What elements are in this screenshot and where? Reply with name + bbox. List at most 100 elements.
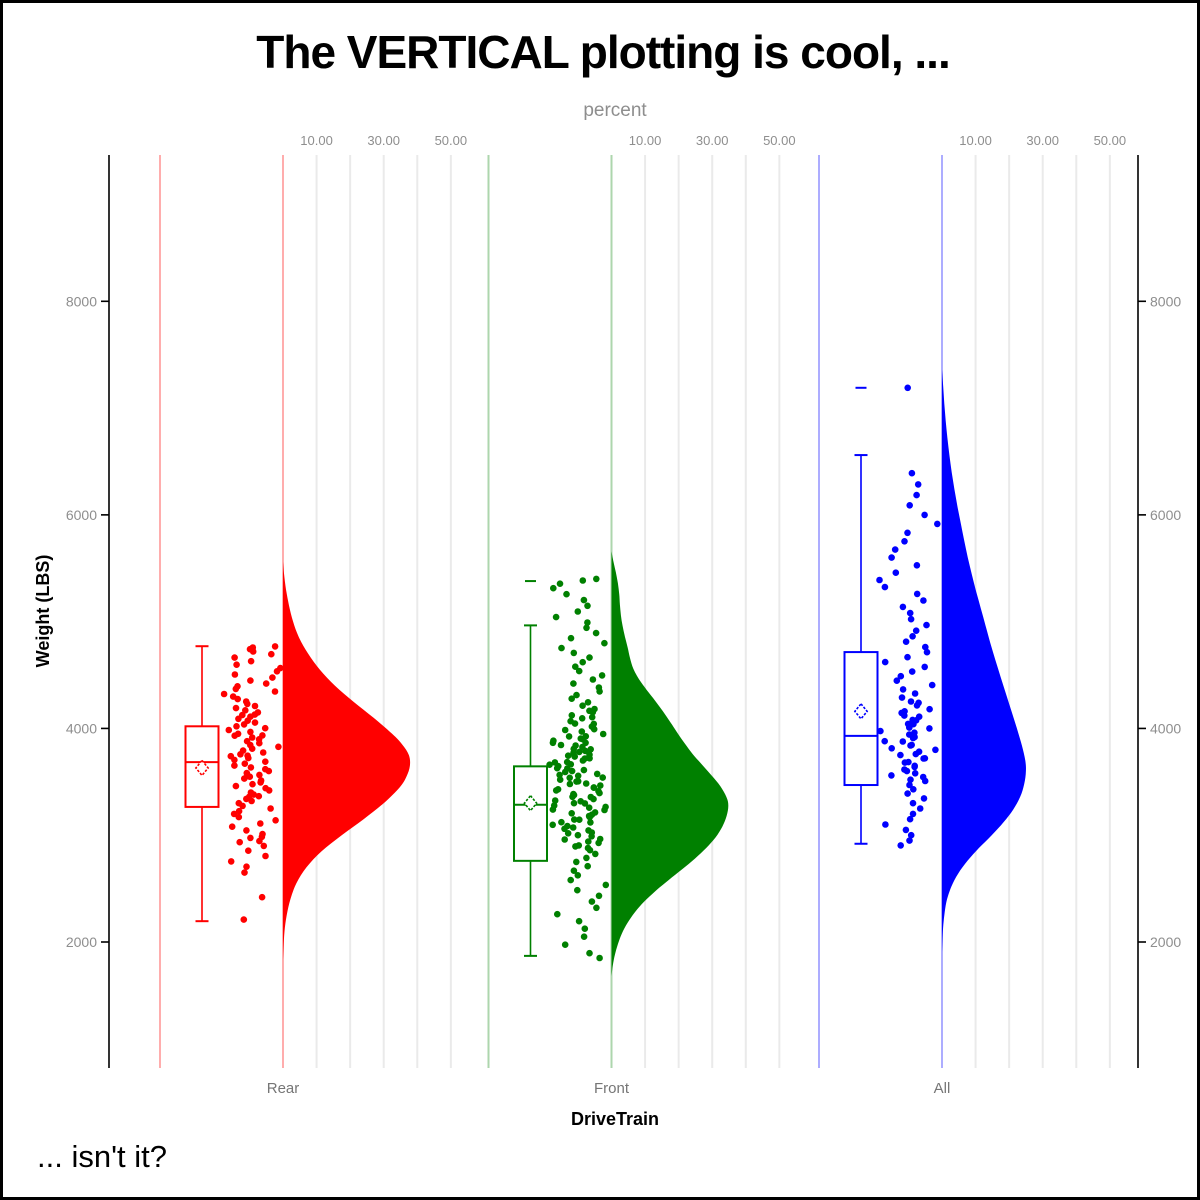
rear-jitter-point [268,650,275,658]
front-jitter-point [581,755,589,762]
all-mean-diamond [853,702,869,721]
all-jitter-point [926,705,933,713]
all-jitter-point [899,738,907,745]
rear-jitter-point [262,852,269,860]
all-jitter-point [934,520,941,528]
front-jitter-point [575,842,583,849]
all-jitter-point [906,731,913,738]
front-jitter-point [552,613,560,621]
front-jitter-point [596,835,604,843]
front-jitter-point [595,684,603,691]
rear-mean-diamond [194,759,210,777]
rear-jitter-point [267,805,274,812]
front-jitter-point [550,584,557,592]
percent-tick-label: 30.00 [1026,133,1059,148]
all-jitter-point [922,643,929,651]
rear-jitter-point [236,838,243,846]
rear-jitter-point [262,784,269,792]
front-jitter-point [572,742,579,749]
front-jitter-point [568,810,575,817]
front-jitter-point [583,624,590,632]
front-jitter-point [571,816,578,823]
percent-tick-label: 50.00 [763,133,796,148]
rear-jitter-point [269,674,276,681]
all-jitter-point [906,837,913,844]
front-jitter-point [580,933,588,940]
front-jitter-point [584,602,591,610]
front-jitter-point [554,910,561,918]
front-jitter-point [565,733,573,740]
front-jitter-point [587,746,594,753]
front-jitter-point [583,854,590,862]
front-jitter-point [595,787,602,795]
front-jitter-point [574,778,582,785]
y-axis-label: Weight (LBS) [33,555,53,668]
front-jitter-point [578,728,586,735]
all-jitter-point [881,658,889,666]
x-axis-label: DriveTrain [571,1109,659,1129]
front-jitter-point [599,730,607,738]
front-jitter-point [564,765,571,772]
front-jitter-point [566,780,574,788]
front-jitter-point [585,812,593,820]
front-jitter-point [549,806,557,813]
front-jitter-point [572,663,579,670]
all-jitter-point [904,384,911,392]
front-jitter-point [557,741,565,749]
front-jitter-point [567,634,575,642]
front-jitter-point [556,580,564,587]
rear-jitter-point [259,732,266,739]
percent-tick-label: 10.00 [300,133,333,148]
front-jitter-point [591,705,598,713]
front-jitter-point [551,797,559,804]
all-jitter-point [888,772,895,779]
all-jitter-point [888,745,895,752]
front-jitter-point [597,782,604,789]
front-jitter-point [556,776,564,783]
front-jitter-point [574,886,581,894]
front-jitter-point [552,787,560,794]
all-jitter-point [910,786,917,793]
front-jitter-point [570,790,577,798]
front-jitter-point [595,892,603,900]
front-jitter-point [563,590,570,598]
all-jitter-point [928,681,936,689]
rear-jitter-point [233,661,240,668]
front-jitter-point [570,867,578,874]
rear-jitter-point [244,752,251,759]
rear-jitter-point [220,690,228,698]
rear-jitter-point [262,758,269,765]
front-jitter-point [581,925,589,932]
percent-tick-label: 10.00 [629,133,662,148]
category-label-rear: Rear [267,1080,300,1097]
group-front [487,155,781,1068]
front-jitter-point [588,898,596,905]
front-jitter-point [587,793,595,801]
rear-jitter-point [272,817,279,824]
front-jitter-point [561,836,568,843]
percent-tick-label: 50.00 [1094,133,1127,148]
all-jitter-point [897,672,905,680]
rear-jitter-point [234,730,242,738]
rear-jitter-point [239,711,246,719]
front-jitter-point [577,798,584,805]
front-jitter-point [561,941,569,948]
all-violin [942,369,1026,953]
front-jitter-point [566,774,573,782]
front-jitter-point [558,818,565,826]
all-jitter-point [906,815,914,823]
front-jitter-point [582,739,589,747]
front-jitter-point [576,816,583,823]
front-jitter-point [589,676,597,683]
rear-jitter-point [232,782,240,790]
all-jitter-point [911,733,918,741]
front-jitter-point [579,658,586,666]
all-jitter-point [909,810,917,818]
all-jitter-point [906,609,914,617]
rear-jitter-point [271,688,279,695]
left-axis-tick-label: 2000 [66,934,97,950]
rear-jitter-point [243,827,250,834]
all-jitter-point [909,799,917,807]
rear-jitter-point [240,916,248,923]
